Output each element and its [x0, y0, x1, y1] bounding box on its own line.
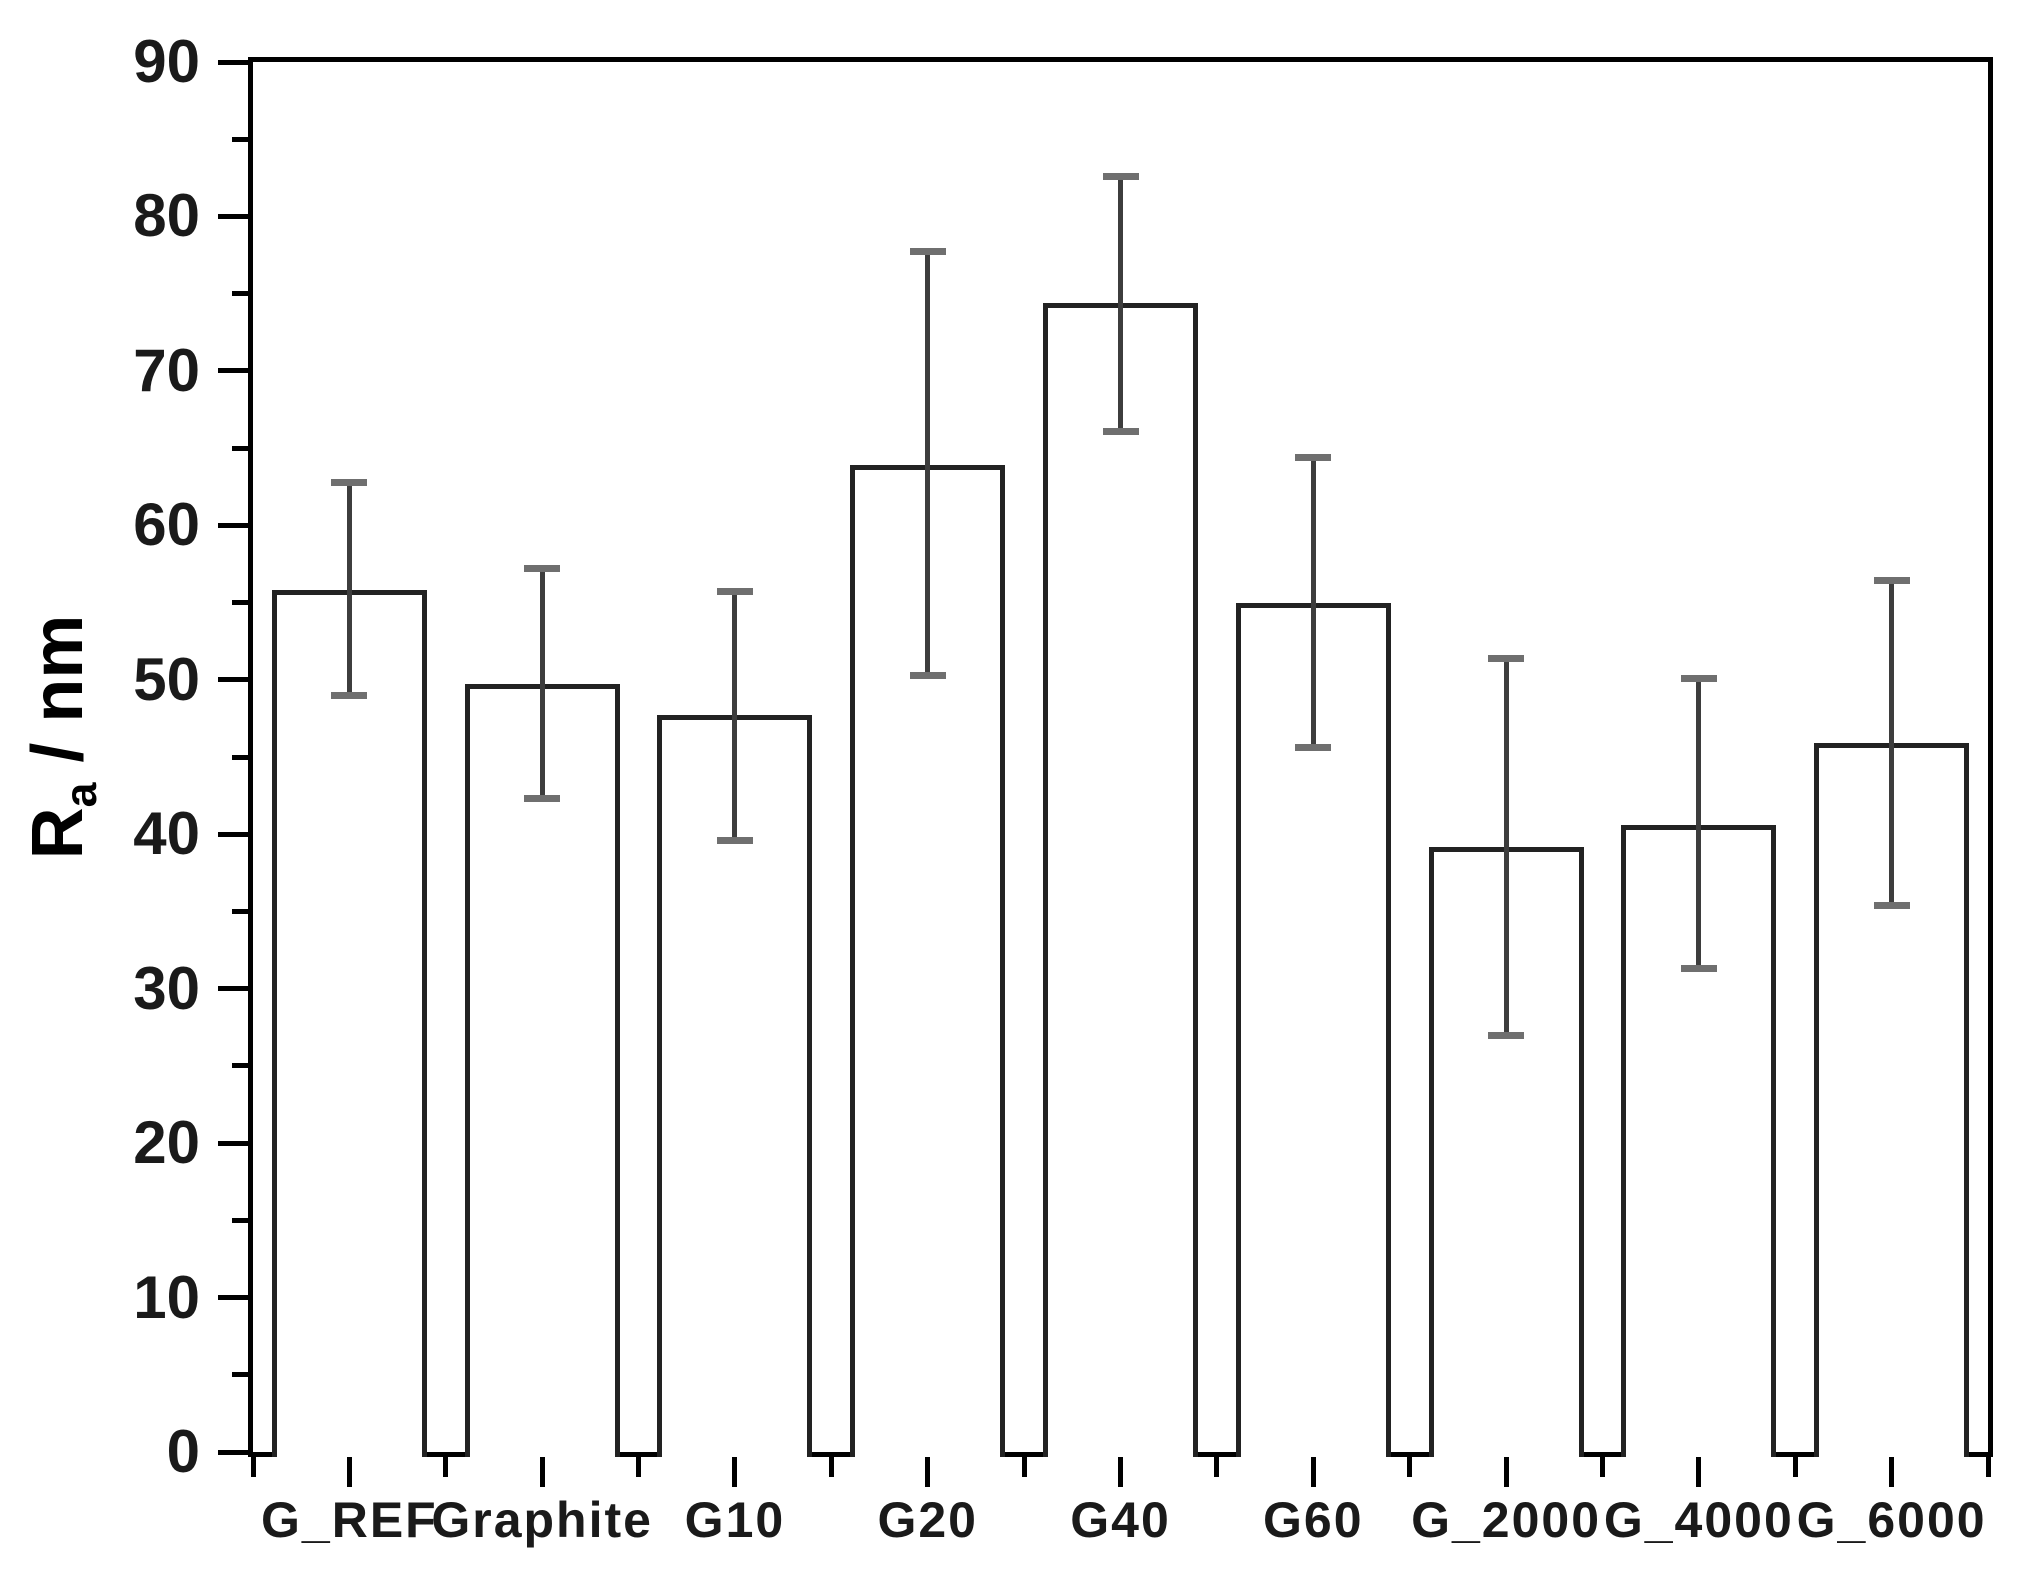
y-axis-major-tick [218, 677, 248, 683]
error-bar-top-cap [909, 248, 946, 256]
error-bar-stem [1889, 580, 1895, 906]
x-axis-boundary-tick [443, 1457, 449, 1477]
y-axis-minor-tick [232, 445, 248, 451]
x-axis-boundary-tick [1021, 1457, 1027, 1477]
error-bar-stem [346, 482, 352, 696]
error-bar-top-cap [1295, 453, 1332, 461]
y-axis-minor-tick [232, 754, 248, 760]
y-axis-major-tick [218, 213, 248, 219]
error-bar-stem [1696, 678, 1702, 969]
x-axis-center-tick [346, 1457, 352, 1487]
bar [271, 590, 427, 1457]
error-bar-top-cap [1680, 674, 1717, 682]
x-axis-boundary-tick [1985, 1457, 1991, 1477]
y-axis-minor-tick [232, 600, 248, 606]
y-axis-major-tick [218, 1449, 248, 1455]
x-axis-center-tick [1503, 1457, 1509, 1487]
y-axis-minor-tick [232, 136, 248, 142]
error-bar-bottom-cap [1680, 965, 1717, 973]
x-axis-category-label: G_2000 [1411, 1492, 1602, 1548]
y-axis-major-tick [218, 368, 248, 374]
x-axis-category-label: G_4000 [1603, 1492, 1794, 1548]
y-axis-minor-tick [232, 1217, 248, 1223]
y-axis-major-tick [218, 986, 248, 992]
x-axis-center-tick [1118, 1457, 1123, 1487]
x-axis-boundary-tick [250, 1457, 256, 1477]
error-bar-top-cap [716, 588, 753, 596]
error-bar-stem [1118, 176, 1123, 432]
error-bar-bottom-cap [1488, 1031, 1525, 1039]
y-axis-major-tick [218, 831, 248, 837]
x-axis-center-tick [1696, 1457, 1702, 1487]
error-bar-top-cap [1873, 577, 1910, 585]
x-axis-category-label: G_6000 [1796, 1492, 1987, 1548]
y-axis-title: Ra / nm [17, 615, 107, 860]
error-bar-bottom-cap [909, 671, 946, 679]
error-bar-top-cap [1488, 654, 1525, 662]
bar [1043, 302, 1198, 1457]
x-axis-category-label: G20 [877, 1492, 978, 1548]
x-axis-category-label: G10 [684, 1492, 786, 1548]
y-axis-tick-label: 80 [133, 182, 200, 250]
error-bar-bottom-cap [1873, 901, 1910, 909]
y-axis-major-tick [218, 1140, 248, 1146]
x-axis-category-label: G_REF [261, 1492, 438, 1548]
x-axis-center-tick [925, 1457, 931, 1487]
x-axis-category-label: Graphite [431, 1492, 653, 1548]
error-bar-stem [1503, 658, 1509, 1035]
x-axis-boundary-tick [1599, 1457, 1605, 1477]
y-axis-title-units: / nm [17, 614, 98, 783]
y-axis-major-tick [218, 1295, 248, 1301]
y-axis-minor-tick [232, 1063, 248, 1069]
y-axis-major-tick [218, 59, 248, 65]
x-axis-boundary-tick [828, 1457, 834, 1477]
y-axis-tick-label: 60 [133, 491, 200, 559]
x-axis-center-tick [539, 1457, 545, 1487]
error-bar-stem [732, 591, 738, 841]
x-axis-boundary-tick [1792, 1457, 1798, 1477]
y-axis-minor-tick [232, 908, 248, 914]
error-bar-bottom-cap [1102, 427, 1139, 435]
y-axis-minor-tick [232, 291, 248, 297]
y-axis-tick-label: 40 [133, 800, 200, 868]
y-axis-major-tick [218, 522, 248, 528]
x-axis-center-tick [1889, 1457, 1895, 1487]
x-axis-category-label: G60 [1263, 1492, 1364, 1548]
y-axis-minor-tick [232, 1372, 248, 1378]
y-axis-tick-label: 20 [133, 1109, 200, 1177]
x-axis-boundary-tick [1214, 1457, 1220, 1477]
y-axis-title-base: R [17, 807, 98, 860]
error-bar-bottom-cap [1295, 744, 1332, 752]
y-axis-tick-label: 50 [133, 645, 200, 713]
x-axis-boundary-tick [1407, 1457, 1413, 1477]
y-axis-tick-label: 90 [133, 28, 200, 95]
y-axis-tick-label: 0 [166, 1418, 200, 1485]
error-bar-bottom-cap [331, 691, 368, 699]
y-axis-tick-label: 70 [133, 336, 200, 404]
y-axis-tick-label: 30 [133, 954, 200, 1022]
x-axis-center-tick [1310, 1457, 1316, 1487]
error-bar-stem [1310, 457, 1316, 748]
error-bar-stem [925, 251, 931, 676]
bar [464, 684, 620, 1457]
y-axis-title-subscript: a [57, 782, 107, 808]
x-axis-category-label: G40 [1070, 1492, 1171, 1548]
error-bar-top-cap [331, 478, 368, 486]
error-bar-top-cap [1102, 172, 1139, 180]
error-bar-bottom-cap [716, 836, 753, 844]
x-axis-boundary-tick [636, 1457, 642, 1477]
x-axis-center-tick [732, 1457, 738, 1487]
error-bar-bottom-cap [524, 795, 561, 803]
y-axis-tick-label: 10 [133, 1263, 200, 1331]
error-bar-top-cap [524, 565, 561, 573]
error-bar-stem [539, 568, 545, 799]
